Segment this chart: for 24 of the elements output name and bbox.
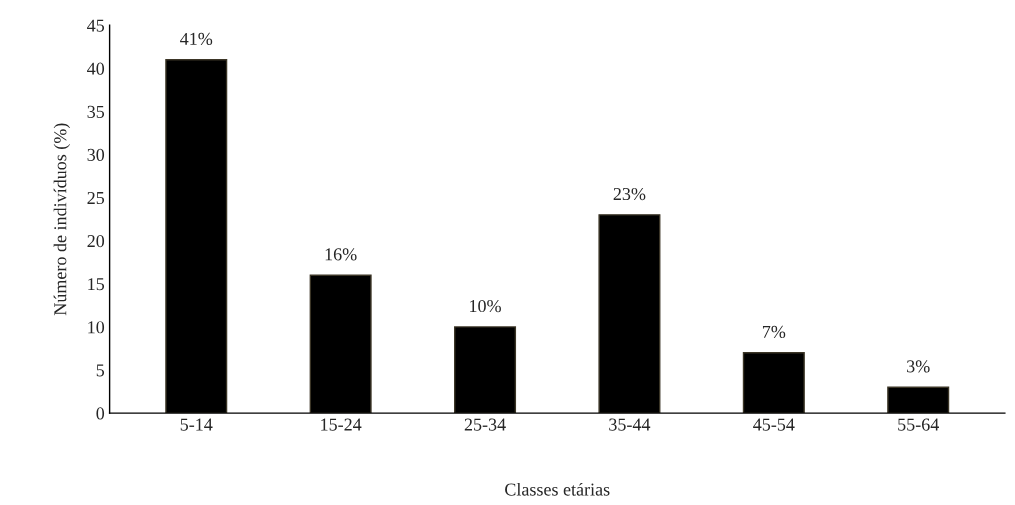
data-label: 23%	[613, 187, 646, 201]
data-label: 10%	[470, 299, 501, 313]
y-tick-label: 35	[87, 105, 105, 118]
x-tick-label: 45-54	[753, 418, 795, 431]
data-label: 3%	[907, 360, 930, 373]
y-tick-label: 40	[87, 62, 105, 75]
y-tick-label: 20	[87, 234, 105, 248]
y-tick-label: 5	[96, 364, 105, 377]
data-label: 7%	[762, 325, 786, 339]
y-axis-title: Número de indivíduos (%)	[53, 123, 71, 316]
y-tick-label: 25	[87, 191, 105, 205]
x-tick-label: 5-14	[180, 418, 213, 431]
x-axis-title: Classes etárias	[505, 482, 610, 496]
y-tick-label: 30	[87, 148, 105, 161]
x-tick-label: 15-24	[321, 418, 362, 431]
y-tick-label: 0	[96, 407, 105, 420]
data-label: 41%	[180, 32, 213, 46]
x-tick-label: 35-44	[609, 418, 651, 431]
x-tick-label: 25-34	[464, 418, 506, 431]
y-tick-label: 45	[87, 19, 105, 32]
y-tick-label: 15	[88, 278, 105, 291]
data-label: 16%	[325, 248, 357, 261]
y-tick-label: 10	[88, 321, 105, 334]
x-tick-label: 55-64	[898, 418, 939, 431]
